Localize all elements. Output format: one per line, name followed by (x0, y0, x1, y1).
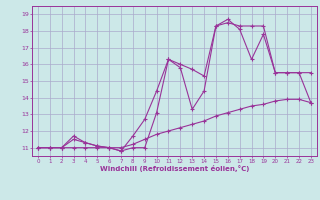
X-axis label: Windchill (Refroidissement éolien,°C): Windchill (Refroidissement éolien,°C) (100, 165, 249, 172)
